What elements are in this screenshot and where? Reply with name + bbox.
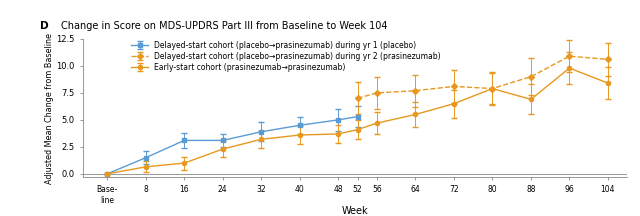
Y-axis label: Adjusted Mean Change from Baseline: Adjusted Mean Change from Baseline — [45, 32, 54, 184]
Legend: Delayed-start cohort (placebo→prasinezumab) during yr 1 (placebo), Delayed-start: Delayed-start cohort (placebo→prasinezum… — [128, 38, 444, 75]
Text: D: D — [40, 21, 48, 31]
X-axis label: Week: Week — [342, 206, 369, 216]
Text: Change in Score on MDS-UPDRS Part III from Baseline to Week 104: Change in Score on MDS-UPDRS Part III fr… — [61, 21, 388, 31]
